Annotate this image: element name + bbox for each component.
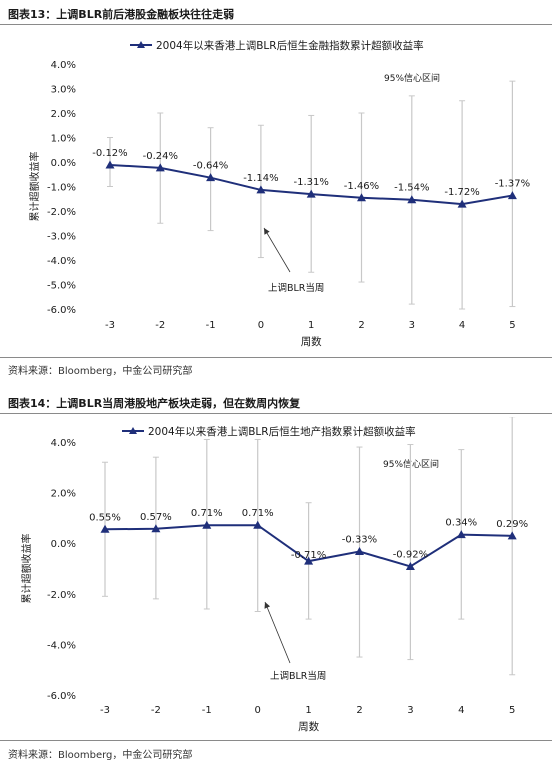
figure-13-caption: 图表13：上调BLR前后港股金融板块往往走弱	[8, 8, 235, 21]
figure-14-bottom-rule	[0, 740, 552, 741]
y-tick-label: 4.0%	[51, 438, 76, 449]
x-axis-label: 周数	[298, 720, 319, 733]
chart-13: 2004年以来香港上调BLR后恒生金融指数累计超额收益率 95%信心区间 4.0% 3…	[28, 39, 530, 348]
data-label: 0.71%	[191, 508, 223, 519]
data-label: -1.72%	[444, 187, 479, 198]
data-label: -0.64%	[193, 161, 228, 172]
data-point-marker	[304, 556, 314, 565]
data-label: -1.54%	[394, 183, 429, 194]
data-point-marker	[357, 193, 366, 202]
annotation-arrow-line	[263, 227, 291, 273]
x-tick-label: 0	[255, 705, 261, 716]
y-tick-label: -6.0%	[47, 305, 76, 316]
data-label: -0.24%	[143, 151, 178, 162]
data-label: 0.55%	[89, 512, 121, 523]
data-label: -0.71%	[291, 550, 326, 561]
data-point-marker	[256, 185, 266, 194]
data-label: -0.33%	[342, 535, 377, 546]
x-tick-label: -3	[100, 705, 110, 716]
y-tick-label: -2.0%	[47, 207, 76, 218]
data-label: -1.46%	[344, 181, 379, 192]
y-tick-label: 0.0%	[51, 539, 76, 550]
x-tick-label: 3	[407, 705, 413, 716]
data-point-marker	[105, 160, 115, 169]
data-point-marker	[457, 199, 467, 208]
y-tick-label: 4.0%	[51, 60, 76, 71]
legend-label: 2004年以来香港上调BLR后恒生地产指数累计超额收益率	[148, 425, 416, 438]
annotation-arrow-head	[264, 602, 271, 609]
figure-13-bottom-rule	[0, 357, 552, 358]
annotation-arrow-head	[264, 228, 270, 235]
data-point-marker	[202, 520, 212, 529]
data-point-marker	[355, 547, 364, 556]
figure-13-source: 资料来源：Bloomberg，中金公司研究部	[8, 366, 193, 377]
legend-triangle-marker	[129, 427, 137, 434]
y-tick-label: -3.0%	[47, 232, 76, 243]
x-tick-label: -3	[105, 320, 115, 331]
figure-13-top-rule	[0, 24, 552, 25]
y-tick-label: -1.0%	[47, 183, 76, 194]
data-label: -1.37%	[495, 179, 530, 190]
y-tick-label: 2.0%	[51, 489, 76, 500]
y-tick-label: -5.0%	[47, 281, 76, 292]
x-tick-label: 4	[458, 705, 464, 716]
data-point-marker	[151, 524, 161, 533]
annotation-label: 上调BLR当周	[270, 670, 326, 682]
data-label: 0.71%	[242, 508, 274, 519]
y-tick-label: -4.0%	[47, 256, 76, 267]
data-point-marker	[507, 531, 517, 540]
chart-13-container: 2004年以来香港上调BLR后恒生金融指数累计超额收益率 95%信心区间 4.0% 3…	[0, 28, 559, 354]
data-label: 0.29%	[496, 519, 528, 530]
x-tick-label: 0	[258, 320, 264, 331]
figure-14-source: 资料来源：Bloomberg，中金公司研究部	[8, 750, 193, 761]
data-label: -1.31%	[294, 177, 329, 188]
y-tick-label: -2.0%	[47, 590, 76, 601]
ci-label: 95%信心区间	[383, 458, 439, 470]
data-point-marker	[253, 520, 263, 529]
data-label: -0.12%	[92, 148, 127, 159]
x-tick-label: -1	[202, 705, 212, 716]
chart-14: 2004年以来香港上调BLR后恒生地产指数累计超额收益率 95%信心区间 4.0% 2…	[20, 416, 528, 733]
data-label: 0.57%	[140, 512, 172, 523]
legend-triangle-marker	[137, 41, 145, 48]
x-tick-label: -2	[151, 705, 161, 716]
data-label: -1.14%	[243, 173, 278, 184]
data-point-marker	[155, 163, 165, 172]
y-axis-label: 累计超额收益率	[20, 534, 33, 604]
ci-label: 95%信心区间	[384, 72, 440, 84]
data-point-marker	[456, 530, 466, 539]
x-tick-label: 2	[358, 320, 364, 331]
x-tick-label: 1	[305, 705, 311, 716]
x-tick-label: 2	[356, 705, 362, 716]
x-tick-label: 3	[409, 320, 415, 331]
x-tick-label: 4	[459, 320, 465, 331]
y-axis-label: 累计超额收益率	[28, 152, 41, 222]
data-point-marker	[306, 189, 316, 198]
x-tick-label: 5	[509, 320, 515, 331]
data-point-marker	[206, 173, 216, 182]
annotation-arrow-line	[264, 601, 291, 664]
x-tick-label: 5	[509, 705, 515, 716]
x-tick-label: -1	[206, 320, 216, 331]
x-tick-label: 1	[308, 320, 314, 331]
x-axis-label: 周数	[301, 335, 322, 348]
data-label: 0.34%	[445, 518, 477, 529]
y-tick-label: -6.0%	[47, 691, 76, 702]
figure-14-top-rule	[0, 413, 552, 414]
data-label: -0.92%	[393, 549, 428, 560]
data-point-marker	[507, 191, 517, 200]
chart-14-container: 2004年以来香港上调BLR后恒生地产指数累计超额收益率 95%信心区间 4.0% 2…	[0, 416, 559, 737]
y-tick-label: 1.0%	[51, 134, 76, 145]
y-tick-label: 2.0%	[51, 109, 76, 120]
figure-14-caption: 图表14：上调BLR当周港股地产板块走弱，但在数周内恢复	[8, 397, 301, 410]
data-point-marker	[100, 524, 110, 533]
data-point-marker	[405, 561, 415, 570]
annotation-label: 上调BLR当周	[268, 282, 324, 294]
y-tick-label: 3.0%	[51, 85, 76, 96]
y-tick-label: 0.0%	[51, 158, 76, 169]
legend-label: 2004年以来香港上调BLR后恒生金融指数累计超额收益率	[156, 39, 424, 52]
data-point-marker	[407, 195, 417, 204]
y-tick-label: -4.0%	[47, 640, 76, 651]
x-tick-label: -2	[155, 320, 165, 331]
